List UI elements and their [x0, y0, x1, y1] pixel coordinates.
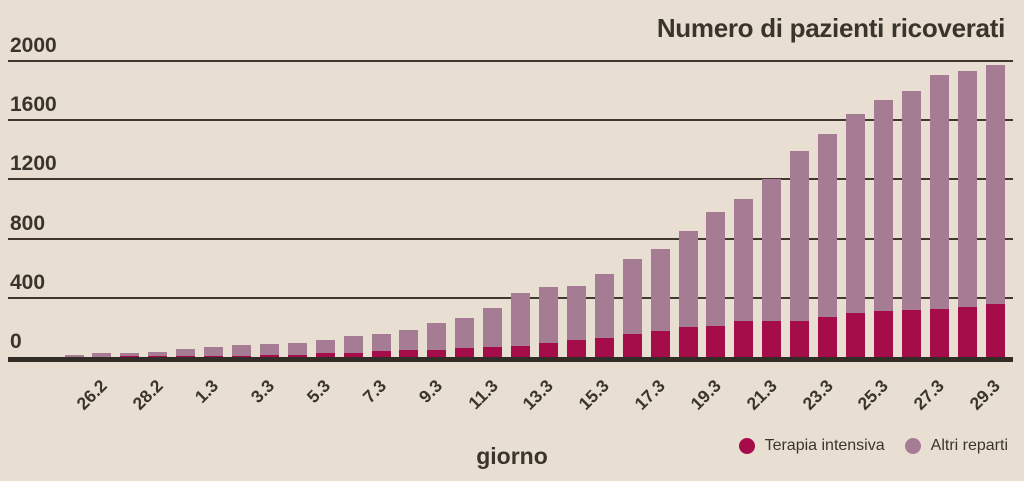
gridline-2000	[8, 60, 1013, 62]
y-tick-label-2000: 2000	[10, 34, 57, 57]
bar-segment-altri-reparti	[455, 317, 475, 348]
legend-swatch-altri-reparti-icon	[904, 438, 921, 454]
x-tick-label-29.3: 29.3	[965, 375, 1004, 414]
legend-item-terapia-intensiva: Terapia intensiva	[738, 437, 885, 455]
gridline-800	[8, 237, 1013, 240]
gridline-1600	[8, 119, 1013, 122]
y-tick-label-0: 0	[10, 330, 22, 353]
bar-segment-altri-reparti	[594, 274, 614, 339]
bar-segment-altri-reparti	[371, 334, 391, 352]
chart-title: Numero di pazienti ricoverati	[656, 13, 1005, 43]
bar-segment-terapia-intensiva	[455, 347, 475, 357]
bar-segment-altri-reparti	[650, 248, 670, 331]
legend-label-altri-reparti: Altri reparti	[930, 437, 1008, 454]
bar-segment-altri-reparti	[873, 99, 893, 312]
bar-segment-terapia-intensiva	[148, 356, 168, 357]
bar-segment-terapia-intensiva	[762, 320, 782, 357]
bar-segment-terapia-intensiva	[594, 338, 614, 357]
bar-segment-terapia-intensiva	[734, 321, 754, 357]
bar-segment-terapia-intensiva	[371, 351, 391, 357]
legend-item-altri-reparti: Altri reparti	[904, 437, 1008, 455]
bar-segment-terapia-intensiva	[204, 355, 224, 357]
bar-segment-terapia-intensiva	[790, 320, 810, 357]
x-axis-title: giorno	[476, 443, 548, 469]
bar-segment-terapia-intensiva	[678, 327, 698, 357]
bar-segment-terapia-intensiva	[538, 342, 558, 357]
bar-segment-terapia-intensiva	[231, 355, 251, 357]
bar-segment-terapia-intensiva	[957, 306, 977, 357]
bar-segment-terapia-intensiva	[511, 346, 531, 357]
bar-segment-terapia-intensiva	[483, 346, 503, 357]
bar-segment-altri-reparti	[706, 211, 726, 326]
bar-segment-terapia-intensiva	[873, 311, 893, 357]
legend-label-terapia-intensiva: Terapia intensiva	[764, 437, 885, 454]
bar-segment-altri-reparti	[678, 231, 698, 328]
bar-segment-altri-reparti	[985, 64, 1005, 304]
y-tick-label-1600: 1600	[10, 93, 57, 117]
bar-segment-altri-reparti	[176, 348, 196, 357]
bar-segment-altri-reparti	[511, 292, 531, 347]
bar-segment-altri-reparti	[92, 353, 112, 357]
bar-segment-altri-reparti	[287, 342, 307, 355]
gridline-1200	[8, 178, 1013, 181]
y-tick-label-1200: 1200	[10, 152, 57, 176]
bar-segment-terapia-intensiva	[901, 310, 921, 357]
bar-segment-altri-reparti	[957, 70, 977, 307]
bar-segment-terapia-intensiva	[566, 340, 586, 357]
bar-segment-altri-reparti	[427, 322, 447, 350]
bar-segment-terapia-intensiva	[985, 303, 1005, 357]
bar-segment-altri-reparti	[734, 198, 754, 322]
bar-segment-altri-reparti	[566, 285, 586, 341]
bar-segment-terapia-intensiva	[120, 356, 140, 357]
bar-segment-terapia-intensiva	[929, 308, 949, 357]
legend-swatch-terapia-intensiva-icon	[738, 438, 755, 454]
bar-segment-terapia-intensiva	[343, 352, 363, 357]
x-axis-line	[8, 357, 1013, 362]
bar-segment-altri-reparti	[120, 352, 140, 357]
bar-segment-terapia-intensiva	[622, 334, 642, 357]
bar-segment-altri-reparti	[315, 340, 335, 354]
bar-segment-altri-reparti	[259, 343, 279, 356]
bar-segment-altri-reparti	[901, 91, 921, 311]
bar-segment-terapia-intensiva	[650, 330, 670, 357]
bar-segment-terapia-intensiva	[176, 356, 196, 357]
bar-segment-altri-reparti	[204, 347, 224, 356]
bar-segment-altri-reparti	[845, 113, 865, 313]
bar-segment-altri-reparti	[929, 75, 949, 309]
bar-segment-altri-reparti	[622, 259, 642, 335]
bar-segment-terapia-intensiva	[845, 312, 865, 357]
bar-segment-altri-reparti	[538, 287, 558, 343]
gridline-400	[8, 296, 1013, 299]
bar-segment-altri-reparti	[483, 308, 503, 347]
plot-area: 0 400 800 1200 1600 2000 26.2 28.2 1.3 3.3 5.3 7.3 9…	[8, 34, 1013, 414]
bar-segment-altri-reparti	[64, 354, 84, 357]
y-tick-label-400: 400	[10, 270, 46, 294]
y-tick-label-800: 800	[10, 211, 46, 235]
bar-segment-altri-reparti	[231, 345, 251, 356]
bar-segment-terapia-intensiva	[818, 317, 838, 357]
bar-segment-terapia-intensiva	[287, 354, 307, 357]
bar-segment-terapia-intensiva	[315, 353, 335, 357]
bar-segment-terapia-intensiva	[427, 349, 447, 357]
legend: Terapia intensiva Altri reparti	[738, 437, 1008, 455]
bar-segment-altri-reparti	[399, 329, 419, 350]
bar-segment-altri-reparti	[790, 151, 810, 321]
bar-segment-altri-reparti	[818, 133, 838, 318]
bar-segment-altri-reparti	[343, 336, 363, 353]
bar-segment-altri-reparti	[762, 179, 782, 321]
bar-segment-terapia-intensiva	[706, 325, 726, 357]
bar-segment-terapia-intensiva	[399, 349, 419, 357]
bar-segment-terapia-intensiva	[259, 355, 279, 357]
bar-segment-altri-reparti	[148, 351, 168, 357]
